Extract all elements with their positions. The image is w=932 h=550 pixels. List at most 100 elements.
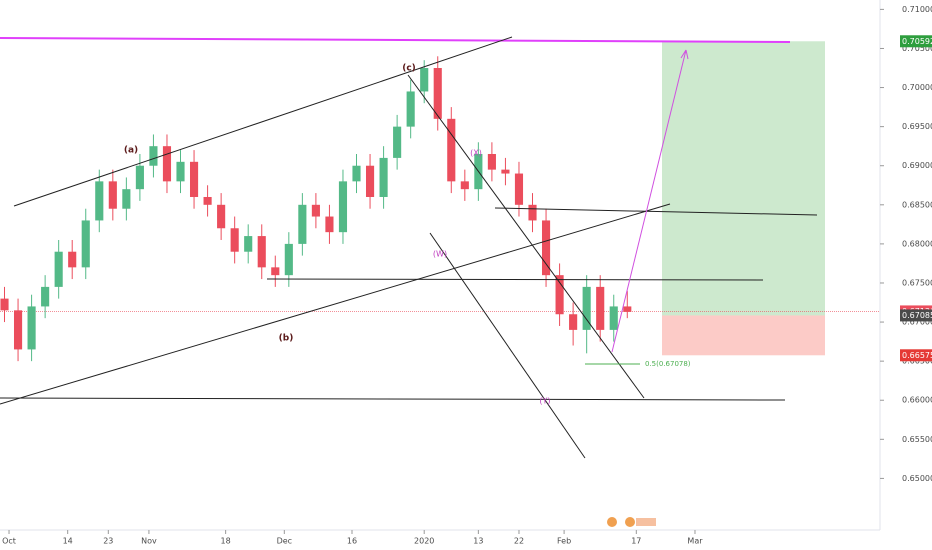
wave-label: (c): [402, 64, 416, 74]
candle-body: [447, 118, 456, 182]
x-tick-label: Mar: [687, 537, 703, 546]
event-icon[interactable]: [636, 518, 656, 526]
wave-label: (W): [433, 250, 447, 259]
y-tick-label: 0.68000: [902, 239, 932, 248]
y-tick-label: 0.65500: [902, 435, 932, 444]
candle-body: [81, 220, 90, 268]
candle-body: [596, 286, 605, 330]
y-tick-label: 0.66000: [902, 396, 932, 405]
candle-body: [487, 153, 496, 170]
wave-label: (X): [470, 149, 482, 158]
downtrend-lower: [429, 232, 586, 459]
price-tag-label: 0.67085: [902, 311, 932, 320]
candle-body: [54, 251, 63, 287]
price-tag: [900, 35, 932, 48]
level-line: [266, 278, 764, 281]
projection-line: [611, 49, 687, 353]
resistance-line: [0, 37, 791, 43]
candle-body: [189, 161, 199, 197]
candle-body: [352, 165, 361, 182]
x-tick-label: Oct: [2, 537, 16, 546]
y-tick-label: 0.65000: [902, 474, 932, 483]
event-icon[interactable]: [625, 517, 635, 527]
x-tick-label: 23: [103, 537, 113, 546]
candle-body: [230, 228, 239, 252]
x-tick-label: 16: [347, 537, 357, 546]
wave-label: (b): [279, 334, 294, 344]
support-line: [0, 397, 786, 401]
candle-body: [582, 286, 591, 330]
candle-body: [41, 286, 50, 307]
x-tick-label: Dec: [277, 537, 292, 546]
candle-body: [176, 161, 185, 182]
candle-body: [149, 146, 158, 166]
candle-body: [13, 310, 23, 350]
candle-body: [609, 306, 618, 330]
candle-body: [460, 181, 469, 190]
candle-body: [27, 306, 36, 350]
x-tick-label: 17: [631, 537, 641, 546]
candle-body: [420, 68, 429, 92]
candle-body: [393, 126, 402, 158]
candle-body: [108, 181, 117, 209]
candle-body: [623, 306, 632, 312]
candle-body: [122, 189, 131, 209]
y-tick-label: 0.69000: [902, 161, 932, 170]
channel-bottom: [0, 203, 671, 405]
fib-label: 0.5(0.67078): [645, 360, 691, 368]
candle-body: [433, 68, 442, 119]
y-tick-label: 0.70000: [902, 83, 932, 92]
x-tick-label: Feb: [557, 537, 571, 546]
channel-top: [13, 36, 513, 207]
candle-body: [257, 236, 266, 268]
candle-body: [555, 275, 564, 315]
price-tag-label: 0.66575: [902, 351, 932, 360]
candle-body: [501, 169, 510, 174]
candle-body: [217, 204, 226, 229]
y-tick-label: 0.69500: [902, 122, 932, 131]
event-icon[interactable]: [607, 517, 617, 527]
y-tick-label: 0.70500: [902, 44, 932, 53]
x-tick-label: 18: [221, 537, 231, 546]
candle-body: [406, 91, 415, 127]
projection-arrow: [680, 49, 689, 60]
candle-body: [135, 165, 144, 190]
candle-body: [338, 181, 348, 233]
candle-body: [365, 165, 375, 197]
candle-body: [379, 157, 388, 197]
price-tag: [900, 349, 932, 362]
x-tick-label: Nov: [141, 537, 157, 546]
downtrend-upper: [407, 74, 645, 399]
level-line: [494, 207, 818, 216]
candle-body: [284, 243, 293, 276]
price-tag-label: 0.70592: [902, 37, 932, 46]
candle-body: [569, 314, 578, 330]
x-tick-label: 2020: [414, 537, 434, 546]
y-tick-label: 0.67000: [902, 318, 932, 327]
candle-body: [298, 204, 307, 244]
x-tick-label: 22: [514, 537, 524, 546]
y-tick-label: 0.71000: [902, 5, 932, 14]
candle-body: [244, 236, 253, 252]
target-zone: [662, 41, 825, 316]
candle-body: [95, 181, 104, 221]
candle-body: [325, 216, 334, 233]
candle-body: [162, 146, 172, 182]
y-tick-label: 0.68500: [902, 200, 932, 209]
candle-body: [271, 267, 280, 276]
y-tick-label: 0.67500: [902, 278, 932, 287]
price-tag: [900, 309, 932, 322]
x-tick-label: 13: [473, 537, 483, 546]
x-tick-label: 14: [63, 537, 73, 546]
candle-body: [311, 204, 320, 217]
stop-zone: [662, 315, 825, 356]
wave-label: (a): [124, 146, 138, 156]
candle-body: [514, 173, 524, 205]
candle-body: [0, 298, 9, 311]
candle-body: [203, 196, 212, 205]
candle-body: [68, 251, 77, 268]
candle-body: [528, 204, 537, 221]
candle-body: [541, 220, 551, 276]
wave-label: (Y): [539, 397, 550, 406]
